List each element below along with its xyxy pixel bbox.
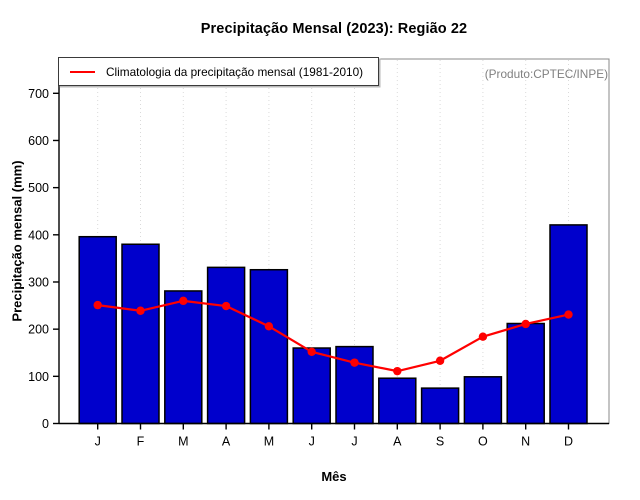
x-tick-label-10: O [478, 435, 488, 449]
climatology-point-8 [393, 366, 402, 376]
x-tick-label-3: M [178, 435, 188, 449]
climatology-point-2 [136, 306, 145, 315]
y-tick-label-300: 300 [28, 275, 49, 289]
y-tick-label-200: 200 [28, 323, 49, 337]
climatology-point-7 [350, 358, 359, 367]
precip-bar-D12 [549, 224, 588, 425]
climatology-line [97, 299, 569, 373]
x-tick-label-2: F [137, 435, 145, 449]
precip-bar-S9 [420, 387, 460, 425]
x-tick-label-1: J [95, 435, 101, 449]
x-tick-label-4: A [222, 435, 231, 449]
x-tick-label-5: M [264, 435, 274, 449]
x-axis-title: Mês [321, 469, 347, 484]
source-annotation: (Produto:CPTEC/INPE) [484, 67, 608, 81]
x-tick-label-7: J [351, 435, 357, 449]
precip-bar-J7 [335, 345, 374, 425]
climatology-point-4 [221, 301, 231, 311]
precip-bar-M3 [164, 290, 203, 425]
precip-bar-F2 [121, 243, 160, 425]
x-tick-label-6: J [309, 435, 315, 449]
y-tick-label-700: 700 [28, 87, 49, 101]
precip-bar-M5 [249, 268, 289, 425]
precip-bar-A8 [378, 377, 417, 425]
y-tick-label-100: 100 [28, 370, 49, 384]
y-tick-label-400: 400 [28, 228, 49, 242]
x-tick-label-8: A [393, 435, 402, 449]
precip-bar-A4 [206, 266, 246, 425]
climatology-point-6 [307, 347, 316, 356]
x-tick-label-11: N [521, 435, 530, 449]
climatology-line-swatch [70, 70, 95, 73]
climatology-point-11 [521, 319, 530, 329]
x-tick-label-9: S [436, 435, 444, 449]
climatology-point-9 [435, 356, 445, 365]
climatology-point-1 [93, 300, 102, 310]
legend-box: Climatologia da precipitação mensal (198… [58, 57, 379, 86]
legend-label: Climatologia da precipitação mensal (198… [106, 64, 364, 79]
precip-bar-J1 [78, 235, 117, 425]
chart-title: Precipitação Mensal (2023): Região 22 [200, 21, 468, 37]
y-tick-label-0: 0 [42, 417, 49, 431]
climatology-point-10 [478, 332, 488, 341]
climatology-point-3 [179, 296, 188, 306]
climatology-point-5 [264, 322, 274, 331]
precip-bar-O10 [463, 376, 503, 425]
climatology-point-12 [564, 310, 573, 319]
y-tick-label-500: 500 [28, 181, 49, 195]
x-tick-label-12: D [564, 435, 573, 449]
precip-bar-N11 [506, 322, 545, 425]
precip-bar-J6 [292, 347, 331, 425]
y-tick-label-600: 600 [28, 134, 49, 148]
